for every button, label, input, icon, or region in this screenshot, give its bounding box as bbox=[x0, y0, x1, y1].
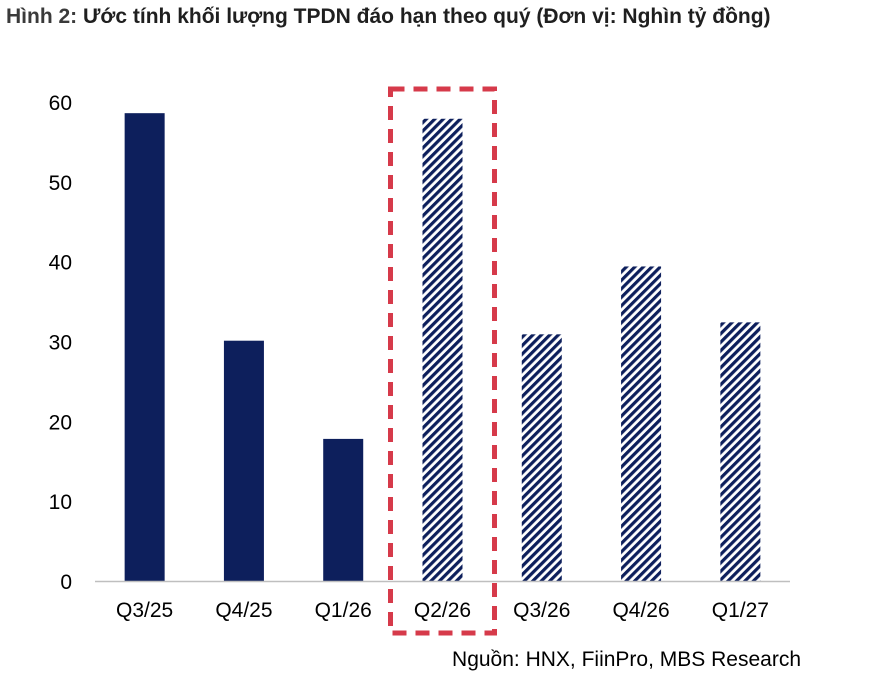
x-tick-label: Q4/25 bbox=[215, 599, 272, 622]
bar-Q3-26 bbox=[521, 334, 562, 581]
x-axis-ticks: Q3/25 Q4/25 Q1/26 Q2/26 Q3/26 Q4/26 Q1/27 bbox=[116, 599, 769, 622]
figure-number: Hình 2: bbox=[6, 5, 78, 28]
bar-Q2-26 bbox=[422, 118, 463, 581]
figure-title-text: Ước tính khối lượng TPDN đáo hạn theo qu… bbox=[83, 5, 771, 28]
bar-Q3-25 bbox=[124, 113, 165, 581]
x-tick-label: Q4/26 bbox=[612, 599, 669, 622]
y-axis-ticks: 0 10 20 30 40 50 60 bbox=[49, 92, 72, 594]
x-tick-label: Q2/26 bbox=[414, 599, 471, 622]
highlight-box bbox=[388, 86, 497, 636]
x-tick-label: Q1/27 bbox=[712, 599, 769, 622]
y-tick-label: 60 bbox=[49, 92, 72, 115]
y-tick-label: 0 bbox=[60, 571, 72, 594]
x-tick-label: Q3/26 bbox=[513, 599, 570, 622]
chart-title: Hình 2: Ước tính khối lượng TPDN đáo hạn… bbox=[6, 2, 866, 31]
bar-Q1-27 bbox=[720, 322, 761, 581]
y-tick-label: 30 bbox=[49, 332, 72, 355]
bar-Q4-25 bbox=[223, 340, 264, 581]
bar-Q1-26 bbox=[323, 438, 364, 581]
bar-Q4-26 bbox=[621, 266, 662, 581]
bars bbox=[124, 113, 761, 581]
y-tick-label: 10 bbox=[49, 491, 72, 514]
y-tick-label: 40 bbox=[49, 252, 72, 275]
x-tick-label: Q3/25 bbox=[116, 599, 173, 622]
y-tick-label: 20 bbox=[49, 411, 72, 434]
y-tick-label: 50 bbox=[49, 172, 72, 195]
x-tick-label: Q1/26 bbox=[315, 599, 372, 622]
source-note: Nguồn: HNX, FiinPro, MBS Research bbox=[452, 648, 801, 671]
